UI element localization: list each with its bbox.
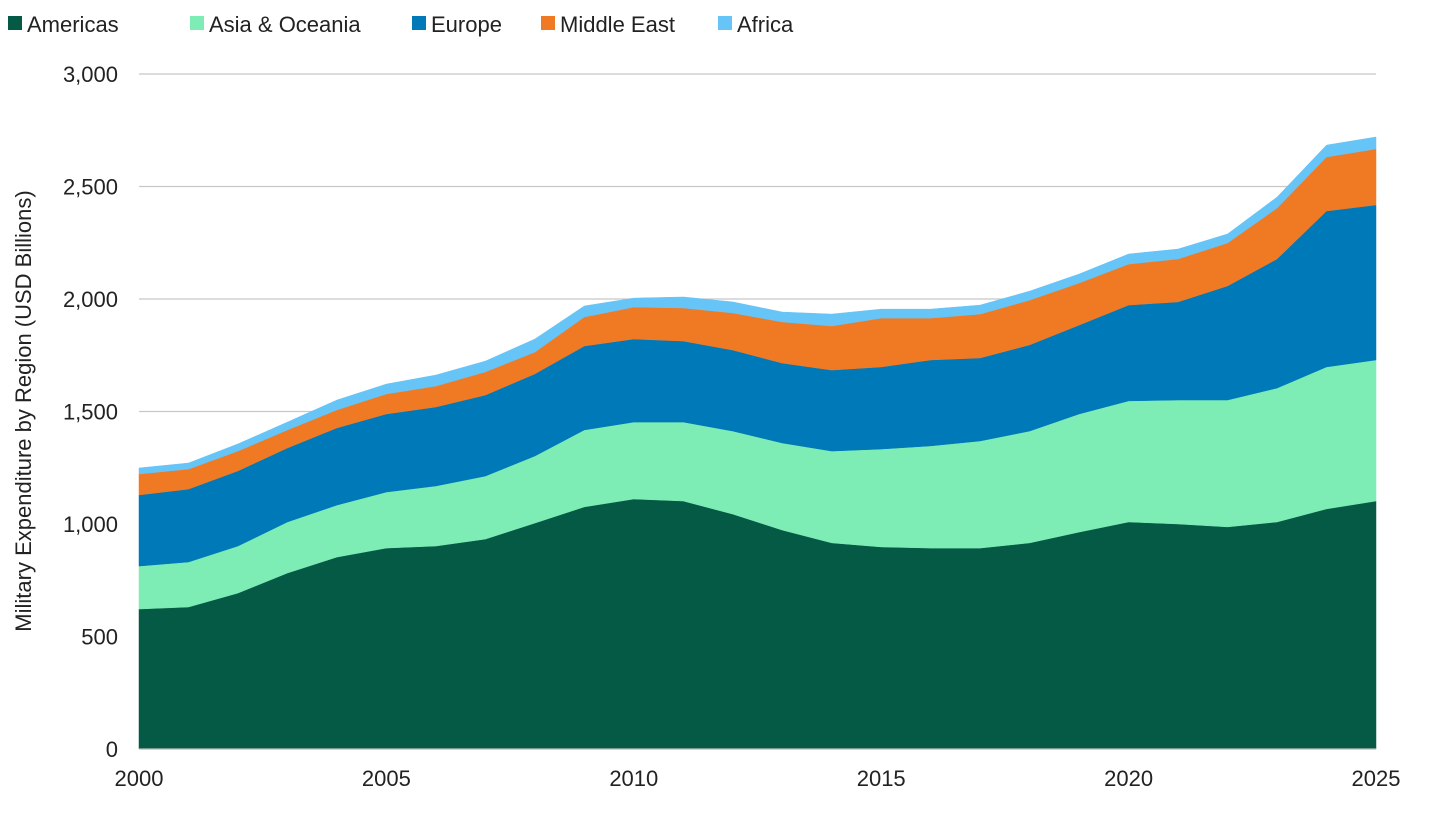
x-tick-label: 2020	[1104, 766, 1153, 791]
legend-label: Africa	[737, 12, 794, 37]
y-tick-label: 1,500	[63, 400, 118, 425]
y-tick-label: 2,500	[63, 175, 118, 200]
x-tick-label: 2005	[362, 766, 411, 791]
legend-label: Europe	[431, 12, 502, 37]
areas	[138, 136, 1377, 750]
y-tick-label: 1,000	[63, 512, 118, 537]
legend-label: Asia & Oceania	[209, 12, 361, 37]
y-tick-label: 2,000	[63, 287, 118, 312]
area-africa	[138, 136, 1377, 475]
y-tick-label: 500	[81, 625, 118, 650]
legend: Americas Asia & Oceania Europe Middle East A…	[8, 12, 794, 37]
x-tick-label: 2000	[115, 766, 164, 791]
y-tick-label: 0	[106, 737, 118, 762]
x-tick-label: 2015	[857, 766, 906, 791]
legend-swatch	[8, 16, 22, 30]
y-tick-label: 3,000	[63, 62, 118, 87]
legend-swatch	[412, 16, 426, 30]
legend-swatch	[718, 16, 732, 30]
legend-swatch	[190, 16, 204, 30]
y-axis-label: Military Expenditure by Region (USD Bill…	[11, 190, 36, 631]
x-tick-label: 2025	[1352, 766, 1401, 791]
legend-label: Americas	[27, 12, 119, 37]
legend-swatch	[541, 16, 555, 30]
axes: 0 500 1,000 1,500 2,000 2,500 3,000 2000 2005 201…	[63, 62, 1401, 791]
legend-label: Middle East	[560, 12, 675, 37]
x-tick-label: 2010	[609, 766, 658, 791]
